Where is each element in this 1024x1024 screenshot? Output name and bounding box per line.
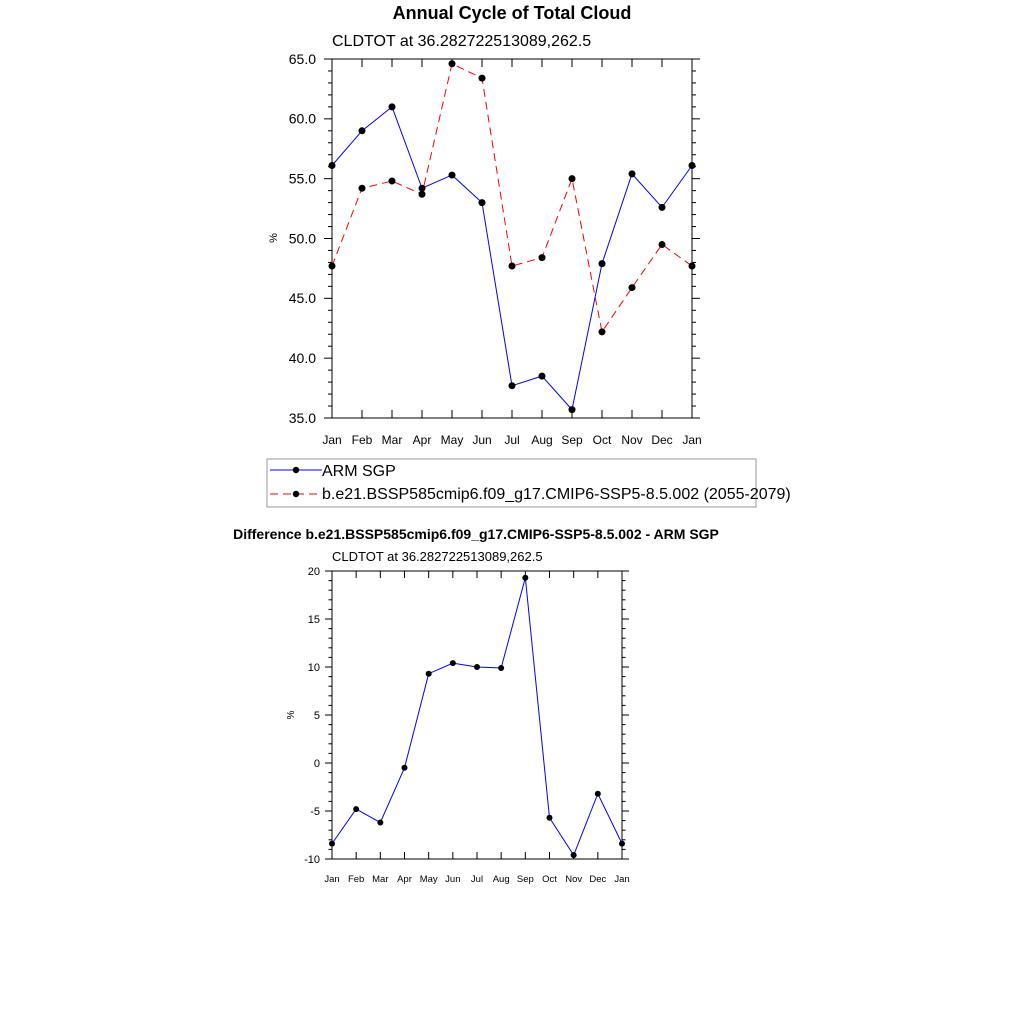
chart2-series-1-point (498, 664, 505, 671)
chart1-series-2-point (448, 60, 456, 68)
legend-box (266, 458, 757, 508)
chart2-y-tick-label: 20 (308, 566, 320, 578)
chart1-x-tick-label: Nov (621, 433, 642, 447)
chart2-series-1-point (594, 790, 601, 797)
chart1-x-tick-label: Jun (472, 433, 491, 447)
chart1-series-1-point (538, 372, 546, 380)
legend-label-model: b.e21.BSSP585cmip6.f09_g17.CMIP6-SSP5-8.… (322, 486, 791, 503)
chart1-x-tick-label: Oct (593, 433, 612, 447)
chart2-x-tick-label: May (420, 874, 438, 885)
chart2-y-tick-label: 5 (314, 710, 320, 722)
chart1-series-2-point (598, 328, 606, 336)
chart1-x-tick-label: Jul (504, 433, 519, 447)
chart2-x-tick-label: Jul (471, 874, 483, 885)
chart2-series-1-point (474, 664, 480, 670)
chart2-series-1-point (522, 574, 529, 581)
chart2-series-1-point (377, 819, 384, 826)
chart1-title: Annual Cycle of Total Cloud (393, 3, 632, 23)
chart1-series-1-point (448, 171, 456, 179)
chart1-y-tick-label: 65.0 (289, 51, 316, 67)
chart1-subtitle: CLDTOT at 36.282722513089,262.5 (332, 33, 591, 50)
chart2-series-1-point (329, 840, 335, 847)
chart1-series-1-point (418, 184, 426, 192)
chart2-series-1-point (353, 806, 360, 813)
chart2-x-tick-label: Nov (565, 874, 582, 885)
chart2-title: Difference b.e21.BSSP585cmip6.f09_g17.CM… (233, 526, 719, 542)
chart2-y-tick-label: -10 (304, 854, 320, 866)
legend: ARM SGP b.e21.BSSP585cmip6.f09_g17.CMIP6… (266, 458, 791, 508)
chart1-series-2-point (688, 262, 696, 270)
chart1-series-line-1 (331, 106, 693, 411)
chart1-series-1-point (388, 103, 396, 111)
chart2-series-1-point (425, 670, 432, 677)
chart1-series-2-point (358, 184, 366, 192)
chart1-plot-frame (331, 58, 693, 419)
chart1-y-tick-label: 35.0 (289, 410, 316, 426)
chart1-series-2-point (508, 262, 516, 270)
chart2-series-1-point (401, 764, 408, 771)
chart2-x-tick-label: Sep (517, 874, 534, 885)
chart1-series-line-2 (331, 63, 693, 334)
chart1-x-tick-label: Feb (352, 433, 373, 447)
chart1-series-1-point (688, 162, 696, 170)
chart1-x-tick-label: Jan (682, 433, 701, 447)
chart1-series-1-point (508, 382, 516, 390)
chart1-series-1-point (658, 203, 666, 211)
chart1-x-tick-label: May (441, 433, 464, 447)
chart1-series-1-point (478, 199, 486, 207)
chart2-series-1-point (619, 840, 625, 847)
chart2-y-tick-label: 0 (314, 758, 320, 770)
chart1-x-tick-label: Aug (531, 433, 552, 447)
chart1-series-1-point (598, 260, 606, 268)
chart2-x-tick-label: Jun (445, 874, 460, 885)
chart2-x-tick-label: Dec (589, 874, 606, 885)
chart1-y-tick-label: 60.0 (289, 111, 316, 127)
chart2-y-tick-label: 15 (308, 614, 320, 626)
chart1-series-2-point (328, 262, 336, 270)
chart2-series-1-point (449, 660, 456, 667)
chart1-x-tick-label: Apr (413, 433, 432, 447)
legend-marker-model (292, 490, 300, 498)
chart1-y-tick-label: 55.0 (289, 171, 316, 187)
chart2-series-1-point (570, 852, 577, 859)
chart1-x-tick-label: Dec (651, 433, 672, 447)
chart2-x-tick-label: Feb (348, 874, 364, 885)
chart1-y-tick-label: 45.0 (289, 290, 316, 306)
chart1-series-2-point (658, 240, 666, 248)
chart1-x-tick-label: Jan (322, 433, 341, 447)
chart2-y-tick-label: 10 (308, 662, 320, 674)
chart2-subtitle: CLDTOT at 36.282722513089,262.5 (332, 549, 543, 564)
chart1-y-tick-label: 40.0 (289, 350, 316, 366)
chart1-x-tick-label: Mar (382, 433, 403, 447)
chart1-series-2-point (418, 190, 426, 198)
chart2-x-tick-label: Jan (614, 874, 629, 885)
chart1-ylabel: % (268, 233, 280, 243)
chart1-x-tick-label: Sep (561, 433, 583, 447)
plot-layer: Jan Feb Mar Apr May Jun Jul Aug Sep Oct Nov Dec Jan 3… (289, 51, 702, 885)
chart2-plot-frame (331, 570, 623, 860)
chart2-x-tick-label: Apr (397, 874, 412, 885)
legend-marker-arm-sgp (292, 466, 300, 474)
chart2-series-1-point (546, 814, 553, 821)
chart1-series-1-point (568, 406, 576, 414)
chart1-series-1-point (328, 162, 336, 170)
chart1-series-2-point (388, 177, 396, 185)
chart1-series-1-point (358, 127, 366, 135)
chart2-ylabel: % (286, 710, 297, 719)
chart1-series-1-point (628, 170, 636, 178)
chart1-series-2-point (568, 175, 576, 183)
chart2-x-tick-label: Oct (542, 874, 557, 885)
chart1-y-tick-label: 50.0 (289, 230, 316, 246)
chart2-series-line-1 (331, 577, 623, 857)
chart1-series-2-point (538, 254, 546, 262)
chart1-series-2-point (478, 74, 486, 82)
chart2-x-tick-label: Mar (372, 874, 388, 885)
chart2-x-tick-label: Jan (324, 874, 339, 885)
legend-label-arm-sgp: ARM SGP (322, 463, 396, 480)
chart1-series-2-point (628, 284, 636, 292)
chart2-y-tick-label: -5 (310, 806, 320, 818)
chart2-x-tick-label: Aug (493, 874, 510, 885)
